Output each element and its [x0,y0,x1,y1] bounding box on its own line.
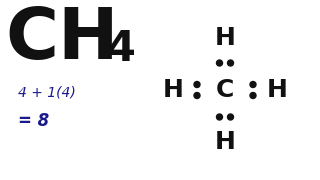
Circle shape [194,82,200,87]
Circle shape [250,82,256,87]
Text: H: H [215,26,236,50]
Circle shape [228,60,234,66]
Circle shape [250,93,256,98]
Text: H: H [215,130,236,154]
Circle shape [228,114,234,120]
Text: 4 + 1(4): 4 + 1(4) [18,85,76,99]
Text: = 8: = 8 [18,112,49,130]
Text: CH: CH [5,5,118,74]
Text: 4: 4 [106,28,135,70]
Text: H: H [267,78,287,102]
Text: H: H [163,78,183,102]
Circle shape [217,60,222,66]
Circle shape [194,93,200,98]
Circle shape [217,114,222,120]
Text: C: C [216,78,234,102]
